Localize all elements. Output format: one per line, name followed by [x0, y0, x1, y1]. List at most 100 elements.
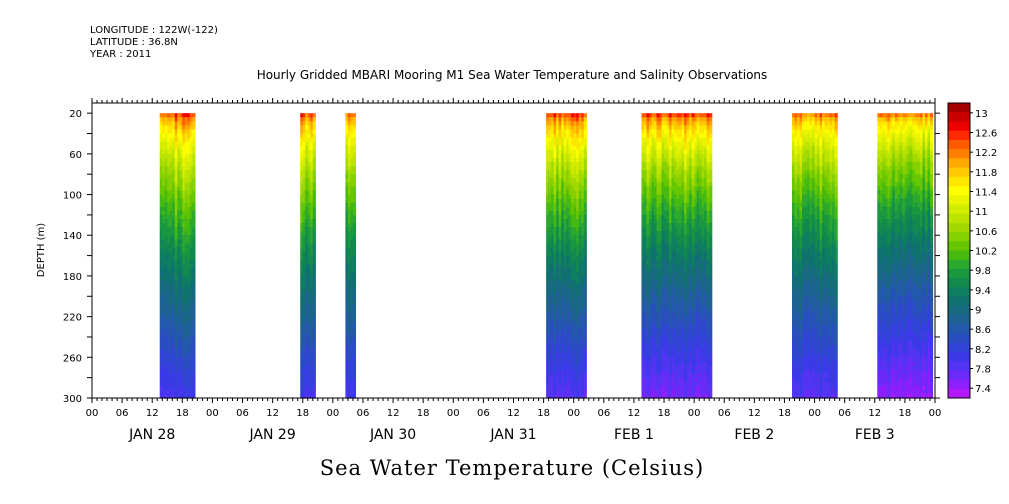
data-cell: [581, 288, 585, 293]
data-cell: [701, 243, 705, 249]
data-cell: [654, 166, 658, 171]
data-cell: [656, 308, 660, 314]
data-cell: [791, 263, 796, 269]
data-cell: [312, 227, 316, 232]
data-cell: [791, 288, 796, 293]
data-cell: [347, 336, 352, 342]
data-cell: [347, 304, 352, 310]
data-cell: [345, 174, 349, 179]
data-cell: [578, 227, 582, 232]
data-cell: [172, 288, 176, 293]
data-cell: [581, 145, 585, 151]
data-cell: [659, 349, 663, 354]
data-cell: [300, 389, 304, 395]
data-cell: [641, 369, 645, 375]
data-cell: [709, 218, 713, 224]
data-cell: [679, 345, 683, 350]
data-cell: [187, 308, 191, 314]
data-cell: [307, 312, 311, 318]
data-cell: [666, 385, 670, 391]
data-cell: [709, 117, 713, 122]
data-cell: [654, 162, 658, 167]
data-cell: [184, 166, 188, 171]
data-cell: [192, 288, 196, 293]
data-cell: [184, 275, 188, 281]
data-cell: [347, 141, 352, 147]
data-cell: [548, 369, 552, 375]
data-cell: [706, 369, 710, 375]
data-cell: [797, 210, 801, 216]
data-cell: [192, 129, 196, 135]
data-cell: [179, 300, 183, 306]
data-cell: [666, 170, 670, 175]
data-cell: [671, 373, 675, 379]
data-cell: [302, 320, 306, 326]
data-cell: [794, 227, 798, 232]
data-cell: [167, 218, 171, 224]
data-cell: [167, 345, 171, 350]
data-cell: [548, 275, 552, 281]
data-cell: [651, 320, 655, 326]
data-cell: [184, 353, 188, 358]
data-cell: [691, 153, 695, 159]
data-cell: [568, 365, 572, 371]
data-cell: [561, 275, 565, 281]
data-cell: [558, 385, 562, 391]
data-cell: [164, 231, 168, 236]
data-cell: [797, 174, 801, 179]
data-cell: [689, 190, 693, 196]
data-cell: [699, 292, 703, 297]
data-cell: [563, 129, 567, 135]
data-cell: [671, 174, 675, 179]
data-cell: [159, 308, 163, 314]
data-cell: [179, 320, 183, 326]
data-cell: [310, 328, 314, 334]
data-cell: [568, 332, 572, 338]
data-cell: [643, 328, 648, 334]
data-cell: [172, 263, 176, 269]
data-cell: [699, 141, 703, 147]
data-cell: [159, 214, 163, 220]
data-cell: [566, 357, 570, 362]
data-cell: [581, 341, 585, 346]
data-cell: [643, 385, 648, 391]
data-cell: [177, 251, 181, 257]
data-cell: [706, 304, 710, 310]
data-cell: [305, 385, 309, 391]
data-cell: [583, 218, 587, 224]
data-cell: [654, 259, 658, 265]
data-cell: [694, 194, 698, 200]
data-cell: [576, 162, 580, 167]
data-cell: [561, 316, 565, 322]
data-cell: [699, 117, 703, 122]
data-cell: [684, 174, 688, 179]
data-cell: [679, 336, 683, 342]
data-cell: [307, 133, 311, 139]
data-cell: [312, 239, 316, 244]
data-cell: [666, 182, 670, 188]
data-cell: [172, 284, 176, 289]
data-cell: [686, 259, 690, 265]
data-cell: [646, 239, 650, 244]
data-cell: [300, 157, 304, 163]
data-cell: [568, 312, 572, 318]
data-cell: [184, 125, 188, 131]
data-cell: [797, 214, 801, 220]
data-cell: [566, 117, 570, 122]
data-cell: [684, 369, 688, 375]
data-cell: [696, 198, 700, 204]
data-cell: [312, 206, 316, 212]
data-cell: [709, 328, 713, 334]
data-cell: [706, 292, 710, 297]
data-cell: [686, 328, 690, 334]
data-cell: [648, 153, 653, 159]
data-cell: [664, 296, 668, 301]
data-cell: [671, 263, 675, 269]
data-cell: [578, 218, 582, 224]
data-cell: [641, 308, 645, 314]
data-cell: [646, 125, 650, 131]
data-cell: [666, 393, 670, 399]
data-cell: [654, 316, 658, 322]
data-cell: [352, 275, 357, 281]
data-cell: [674, 113, 678, 118]
